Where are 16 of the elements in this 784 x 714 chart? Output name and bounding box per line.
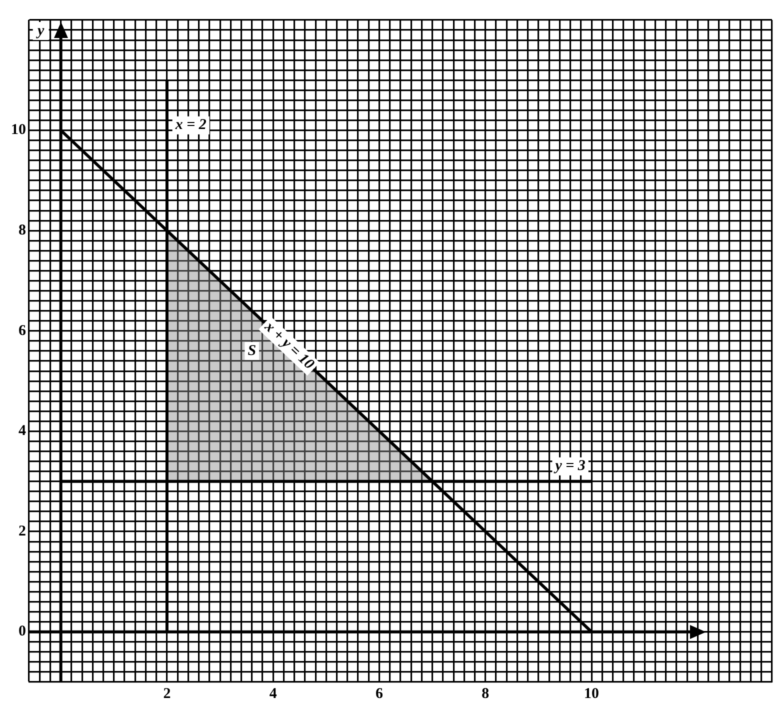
x-tick-label: 4 [269,686,278,702]
annotation: x + y = 10 [260,318,318,374]
y-tick-label: 6 [18,322,26,339]
y-tick-label: 8 [18,222,26,239]
y-tick-label: 4 [18,423,26,440]
y-tick-label: 0 [18,624,26,640]
y-tick-label: 10 [11,122,26,138]
annotation: x = 2 [174,117,207,134]
x-tick-label: 2 [163,686,171,702]
annotation: S [248,342,256,359]
y-axis-title: y [36,22,45,39]
x-tick-label: 8 [482,686,490,702]
annotation: y = 3 [553,458,586,474]
x-tick-label: 10 [584,686,600,702]
y-tick-label: 2 [18,523,26,540]
x-tick-label: 6 [376,686,384,702]
